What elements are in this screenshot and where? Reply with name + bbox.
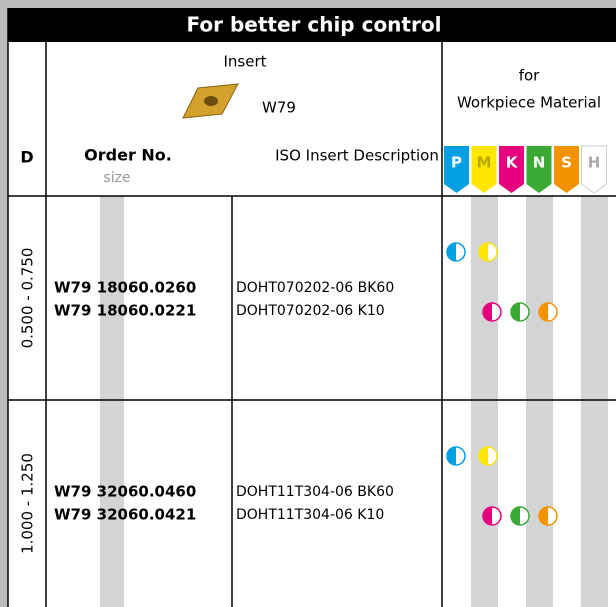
stripe xyxy=(100,196,124,607)
column-header: D xyxy=(20,148,33,167)
material-tag xyxy=(499,146,524,193)
title: For better chip control xyxy=(187,13,442,37)
description: DOHT11T304-06 K10 xyxy=(236,507,384,523)
material-label: K xyxy=(506,154,519,172)
title-bar xyxy=(8,8,616,42)
grade-symbol-fill xyxy=(511,507,520,525)
description: DOHT070202-06 BK60 xyxy=(236,280,394,296)
grade-symbol-fill xyxy=(447,243,456,261)
material-tag xyxy=(526,146,552,193)
stripe xyxy=(526,196,553,607)
material-label: H xyxy=(588,154,601,172)
d-range: 0.500 - 0.750 xyxy=(19,248,37,349)
grade-symbol-fill xyxy=(539,303,548,321)
insert-code: W79 xyxy=(262,99,296,117)
column-subheader: size xyxy=(103,170,130,186)
grade-symbol-fill xyxy=(511,303,520,321)
material-tag xyxy=(471,146,497,193)
material-header: for xyxy=(519,67,540,85)
order-no: W79 32060.0421 xyxy=(54,506,196,524)
grade-symbol-fill xyxy=(479,447,488,465)
stripe xyxy=(471,196,498,607)
description: DOHT11T304-06 BK60 xyxy=(236,484,394,500)
material-label: P xyxy=(451,154,462,172)
insert-hole xyxy=(204,96,218,106)
insert-label: Insert xyxy=(223,53,266,71)
material-tag xyxy=(444,146,469,193)
grade-symbol-fill xyxy=(483,303,492,321)
grade-symbol-fill xyxy=(483,507,492,525)
material-tag xyxy=(554,146,579,193)
material-label: S xyxy=(561,154,572,172)
order-no: W79 32060.0460 xyxy=(54,483,196,501)
material-header: Workpiece Material xyxy=(457,94,601,112)
d-range: 1.000 - 1.250 xyxy=(19,453,37,554)
column-header: Order No. xyxy=(84,146,172,165)
order-no: W79 18060.0221 xyxy=(54,302,196,320)
column-header: ISO Insert Description xyxy=(275,147,439,165)
grade-symbol-fill xyxy=(539,507,548,525)
grades xyxy=(446,242,558,526)
material-label: M xyxy=(477,154,492,172)
grade-symbol-fill xyxy=(479,243,488,261)
material-tag xyxy=(581,145,607,194)
description: DOHT070202-06 K10 xyxy=(236,303,385,319)
grade-symbol-fill xyxy=(447,447,456,465)
material-label: N xyxy=(533,154,546,172)
order-no: W79 18060.0260 xyxy=(54,279,196,297)
stripe xyxy=(581,196,608,607)
